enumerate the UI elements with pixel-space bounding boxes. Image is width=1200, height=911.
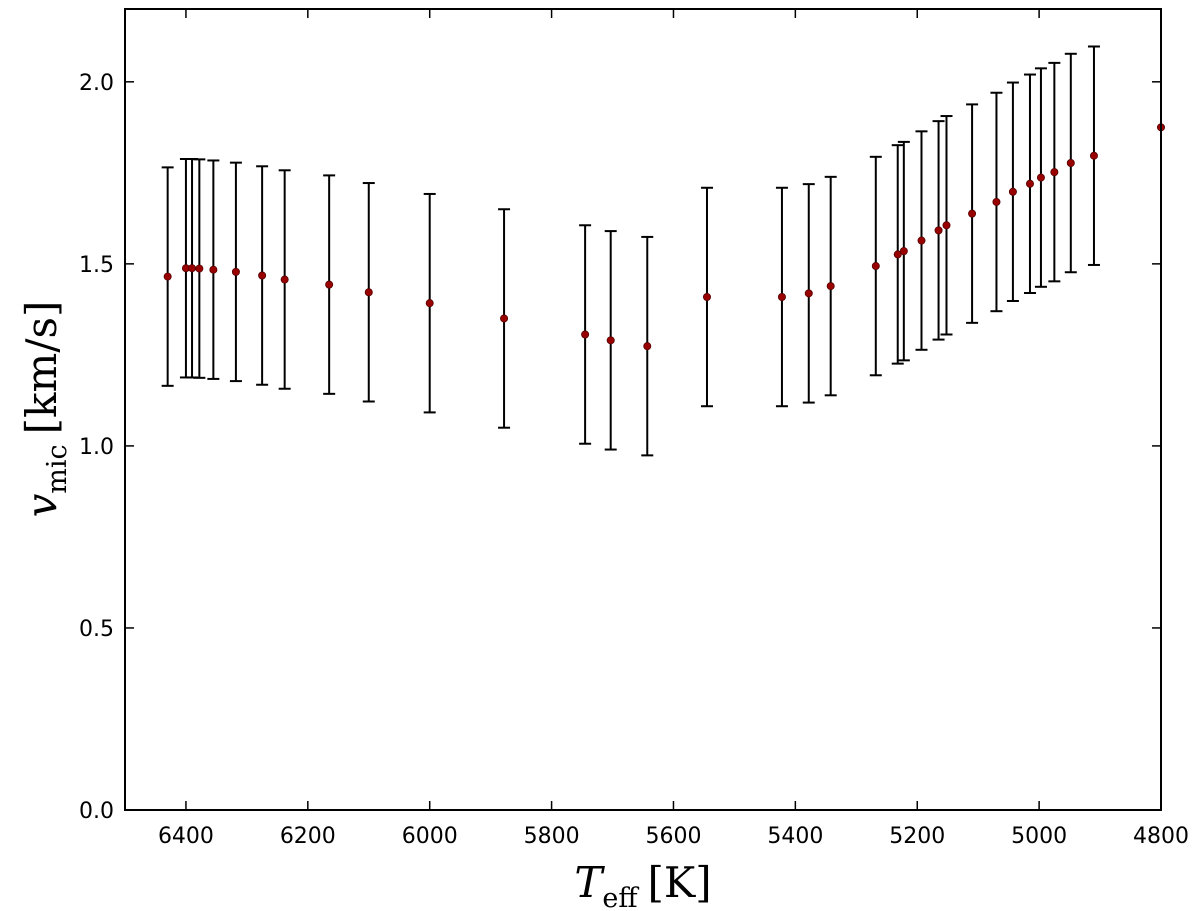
data-point	[917, 236, 926, 245]
data-point	[188, 264, 197, 273]
markers-layer	[163, 123, 1166, 351]
data-point	[1050, 168, 1059, 177]
errorbars-layer	[161, 45, 1100, 457]
y-tick-label: 1.5	[79, 253, 114, 278]
x-tick-label: 6000	[402, 824, 458, 849]
data-point	[500, 314, 509, 323]
x-tick-label: 5000	[1011, 824, 1067, 849]
data-point	[643, 342, 652, 351]
data-point	[804, 289, 813, 298]
data-point	[1008, 187, 1017, 196]
data-point	[1089, 151, 1098, 160]
x-tick-label: 4800	[1133, 824, 1189, 849]
x-axis-title: Teff [K]	[574, 858, 711, 911]
data-point	[231, 267, 240, 276]
data-point	[325, 280, 334, 289]
x-tick-label: 5400	[767, 824, 823, 849]
data-point	[364, 288, 373, 297]
data-point	[899, 247, 908, 256]
data-point	[1036, 173, 1045, 182]
data-point	[606, 336, 615, 345]
y-tick-label: 1.0	[79, 435, 114, 460]
data-point	[1066, 159, 1075, 168]
data-point	[163, 272, 172, 281]
plot-frame	[124, 8, 1162, 811]
ticks-layer: 6400 6200 6000 5800 5600 5400 5200 5000 4800 0.0 0…	[79, 9, 1189, 849]
x-tick-label: 5600	[645, 824, 701, 849]
data-point	[702, 292, 711, 301]
data-point	[934, 226, 943, 235]
y-tick-label: 0.5	[79, 617, 114, 642]
data-point	[968, 209, 977, 218]
data-point	[992, 197, 1001, 206]
data-point	[209, 265, 218, 274]
data-point	[871, 262, 880, 271]
y-axis-title: vmic[km/s]	[17, 301, 73, 518]
x-tick-label: 5800	[524, 824, 580, 849]
data-point	[777, 292, 786, 301]
data-point	[826, 282, 835, 291]
data-point	[280, 275, 289, 284]
x-tick-label: 6200	[280, 824, 336, 849]
data-point	[942, 221, 951, 230]
x-tick-label: 5200	[889, 824, 945, 849]
y-tick-label: 2.0	[79, 71, 114, 96]
data-point	[425, 299, 434, 308]
data-point	[258, 271, 267, 280]
data-point	[893, 250, 902, 259]
data-point	[581, 330, 590, 339]
x-tick-label: 6400	[158, 824, 214, 849]
y-tick-label: 0.0	[79, 799, 114, 824]
data-point	[195, 264, 204, 273]
data-point	[1025, 179, 1034, 188]
